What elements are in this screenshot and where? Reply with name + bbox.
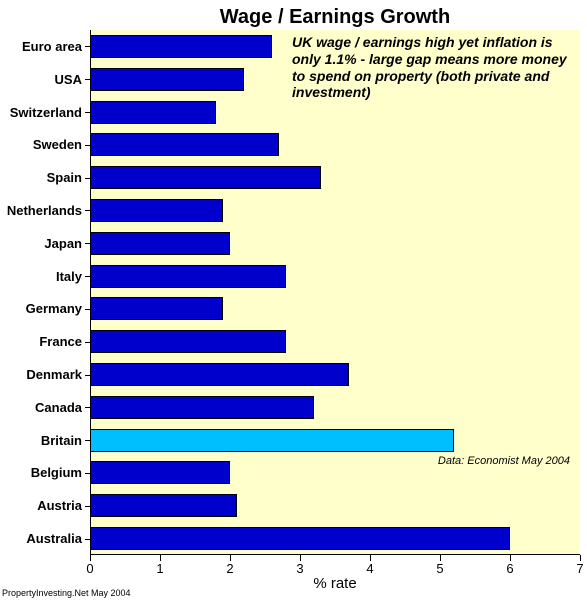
category-label: Belgium (0, 465, 82, 480)
y-tick (85, 79, 90, 80)
category-label: Japan (0, 236, 82, 251)
bar (90, 363, 349, 386)
x-tick-label: 4 (355, 561, 385, 576)
x-tick-label: 3 (285, 561, 315, 576)
bar (90, 232, 230, 255)
category-label: Sweden (0, 137, 82, 152)
category-label: Denmark (0, 367, 82, 382)
category-label: Australia (0, 531, 82, 546)
footer-text: PropertyInvesting.Net May 2004 (2, 588, 131, 598)
category-label: Switzerland (0, 105, 82, 120)
category-label: Britain (0, 433, 82, 448)
x-tick-label: 1 (145, 561, 175, 576)
y-tick (85, 243, 90, 244)
bar (90, 133, 279, 156)
category-label: Italy (0, 269, 82, 284)
bar (90, 265, 286, 288)
x-tick-label: 7 (565, 561, 587, 576)
x-axis-label: % rate (90, 575, 580, 592)
category-label: USA (0, 72, 82, 87)
source-note: Data: Economist May 2004 (420, 455, 570, 467)
bar (90, 68, 244, 91)
bar (90, 101, 216, 124)
chart-container: Wage / Earnings Growth UK wage / earning… (0, 0, 587, 600)
bar (90, 297, 223, 320)
y-tick (85, 375, 90, 376)
bar (90, 35, 272, 58)
bar (90, 461, 230, 484)
category-label: Germany (0, 301, 82, 316)
bar (90, 330, 286, 353)
category-label: Euro area (0, 39, 82, 54)
y-tick (85, 506, 90, 507)
x-tick-label: 0 (75, 561, 105, 576)
bar (90, 527, 510, 550)
x-tick-label: 5 (425, 561, 455, 576)
bar (90, 166, 321, 189)
chart-title: Wage / Earnings Growth (90, 6, 580, 29)
category-label: Austria (0, 498, 82, 513)
y-tick (85, 309, 90, 310)
y-tick (85, 145, 90, 146)
y-tick (85, 276, 90, 277)
y-tick (85, 210, 90, 211)
y-tick (85, 473, 90, 474)
y-tick (85, 112, 90, 113)
category-label: Spain (0, 170, 82, 185)
bar (90, 494, 237, 517)
y-tick (85, 178, 90, 179)
bar (90, 199, 223, 222)
bar (90, 396, 314, 419)
x-tick-label: 2 (215, 561, 245, 576)
x-tick-label: 6 (495, 561, 525, 576)
category-label: Canada (0, 400, 82, 415)
y-tick (85, 440, 90, 441)
category-label: France (0, 334, 82, 349)
category-label: Netherlands (0, 203, 82, 218)
y-tick (85, 539, 90, 540)
y-tick (85, 46, 90, 47)
y-tick (85, 407, 90, 408)
annotation-text: UK wage / earnings high yet inflation is… (292, 34, 577, 101)
y-tick (85, 342, 90, 343)
bar (90, 429, 454, 452)
